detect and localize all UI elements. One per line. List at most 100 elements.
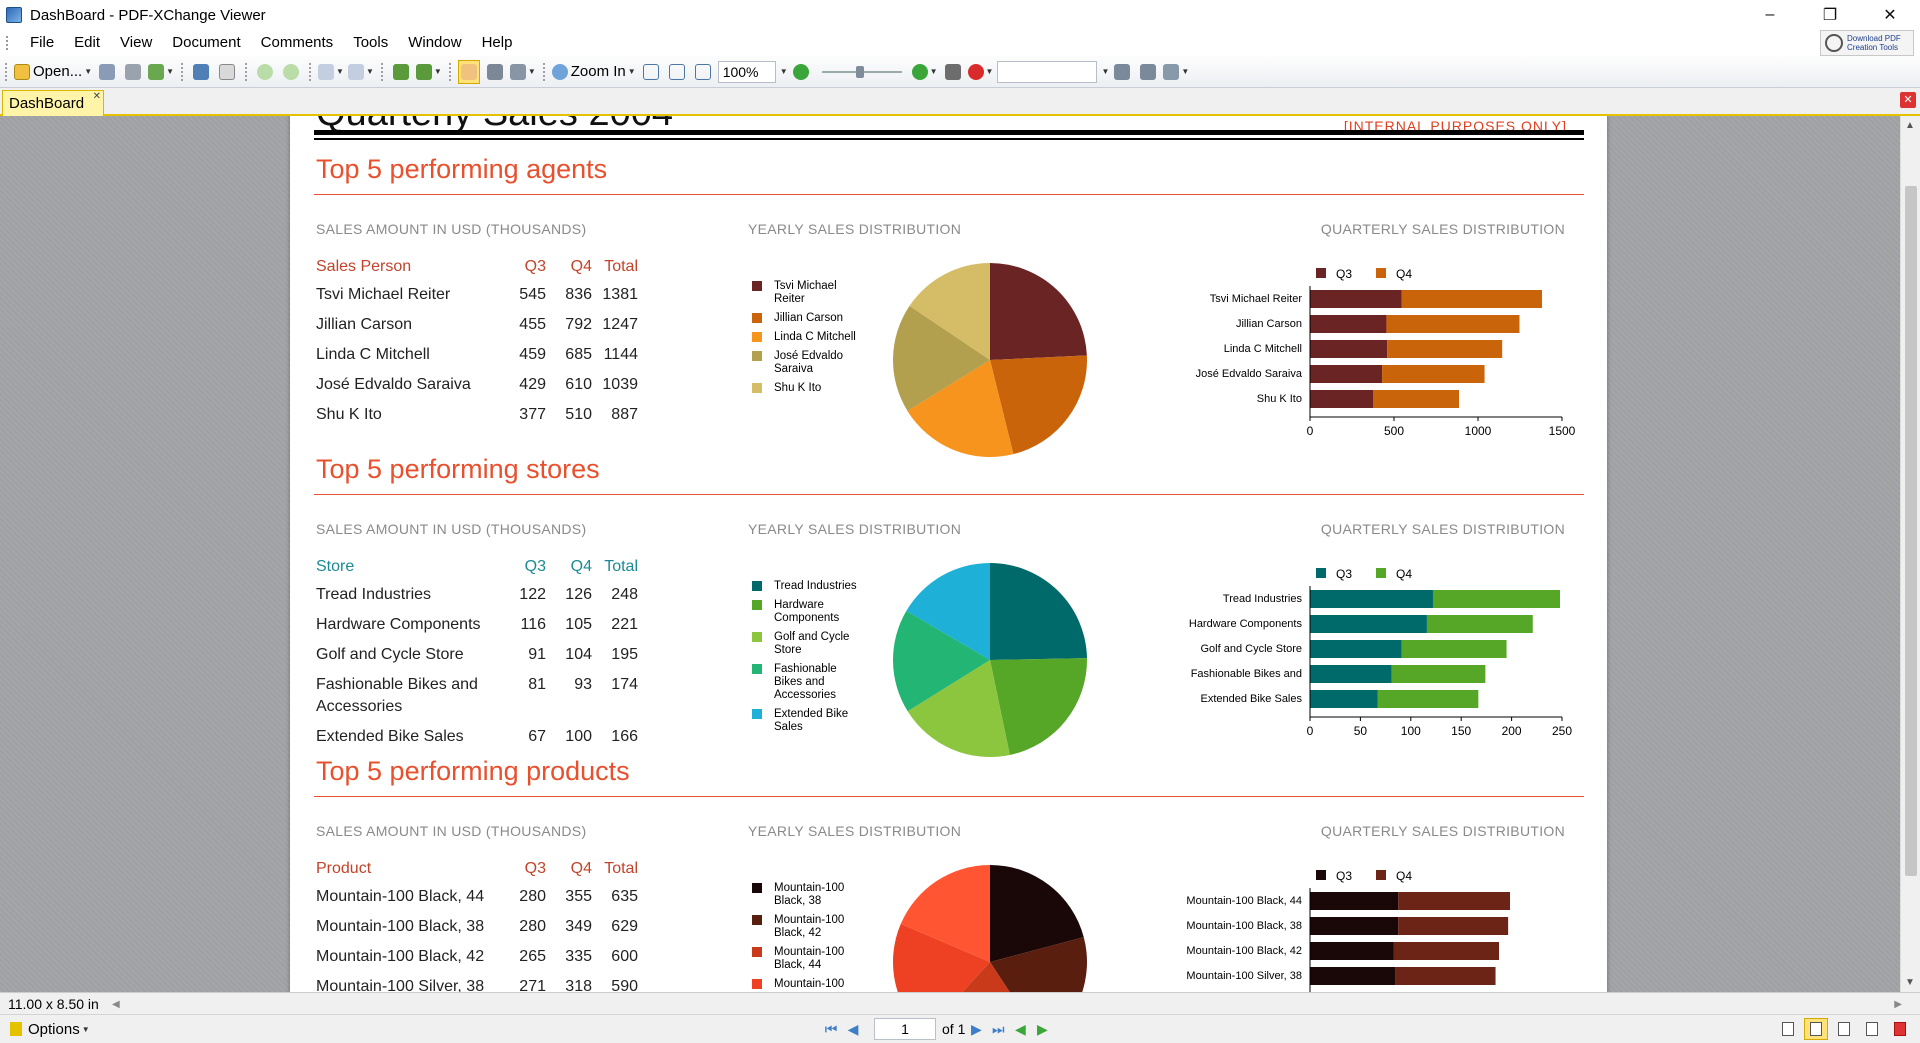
next-page-icon[interactable]: ▶ xyxy=(970,1020,982,1037)
tab-dashboard[interactable]: DashBoard ✕ xyxy=(2,90,104,116)
menu-help[interactable]: Help xyxy=(481,34,513,51)
fit-width-icon xyxy=(694,63,711,80)
download-pdf-tools-button[interactable]: Download PDF Creation Tools xyxy=(1820,30,1914,56)
minimize-button[interactable]: – xyxy=(1765,6,1775,23)
zoom-in-button[interactable]: Zoom In ▼ xyxy=(551,60,636,84)
bar-segment xyxy=(1393,942,1499,960)
document-viewer[interactable]: Quarterly Sales 2004 [INTERNAL PURPOSES … xyxy=(0,116,1900,992)
save-button[interactable] xyxy=(96,60,118,84)
close-document-icon[interactable]: ✕ xyxy=(1900,92,1916,108)
find-next-button[interactable] xyxy=(1137,60,1159,84)
last-page-icon[interactable]: ⏭ xyxy=(992,1020,1005,1037)
single-page-view-button[interactable] xyxy=(1776,1018,1800,1040)
facing-icon xyxy=(1838,1022,1850,1036)
plus-circle-icon xyxy=(911,63,928,80)
settings-button[interactable]: ▼ xyxy=(1163,60,1189,84)
print-button[interactable] xyxy=(122,60,144,84)
bar-category-label: Linda C Mitchell xyxy=(1224,343,1302,355)
legend-swatch xyxy=(752,383,762,393)
table-row: Mountain-100 Silver, 38 271 318 590 xyxy=(316,976,638,992)
forward-button[interactable] xyxy=(280,60,302,84)
menu-window[interactable]: Window xyxy=(408,34,462,51)
bar-caption: QUARTERLY SALES DISTRIBUTION xyxy=(1320,823,1565,839)
menu-file[interactable]: File xyxy=(30,34,55,51)
redo-icon xyxy=(347,63,364,80)
pdf-options-button[interactable] xyxy=(1888,1018,1912,1040)
open-button[interactable]: Open... ▼ xyxy=(14,60,92,84)
fit-width-button[interactable] xyxy=(692,60,714,84)
pie-slice xyxy=(990,937,1087,992)
page-number-input[interactable]: 1 xyxy=(874,1018,936,1040)
scroll-left-icon[interactable]: ◀ xyxy=(112,999,120,1010)
actual-size-button[interactable] xyxy=(640,60,662,84)
zoom-field[interactable]: 100% xyxy=(717,60,776,83)
restore-button[interactable]: ❐ xyxy=(1822,7,1838,24)
scroll-right-icon[interactable]: ▶ xyxy=(1894,999,1902,1010)
export-button[interactable]: ▼ xyxy=(148,60,174,84)
menu-comments[interactable]: Comments xyxy=(260,34,334,51)
tab-close-icon[interactable]: ✕ xyxy=(92,91,101,102)
redo-button[interactable]: ▼ xyxy=(347,60,374,84)
row-total: 174 xyxy=(611,676,638,693)
header-total: Total xyxy=(604,258,638,275)
vertical-scrollbar[interactable]: ▲ ▼ xyxy=(1900,116,1920,992)
scrollbar-thumb[interactable] xyxy=(1905,186,1917,876)
scroll-up-icon[interactable]: ▲ xyxy=(1905,120,1915,131)
table-header-row: Sales Person Q3 Q4 Total xyxy=(316,258,638,284)
zoom-out-button[interactable] xyxy=(790,60,812,84)
zoom-dropdown[interactable]: ▼ xyxy=(779,67,788,76)
prev-page-icon[interactable]: ◀ xyxy=(847,1020,859,1037)
options-button[interactable]: Options ▼ xyxy=(10,1021,90,1038)
page-size-label: 11.00 x 8.50 in xyxy=(8,995,99,1012)
row-total: 600 xyxy=(611,948,638,965)
x-tick-label: 250 xyxy=(1552,724,1572,738)
row-q4: 685 xyxy=(565,346,592,363)
legend-swatch xyxy=(752,281,762,291)
bar-legend-label: Q3 xyxy=(1336,869,1352,883)
search-dropdown[interactable]: ▼ xyxy=(1101,67,1110,76)
legend-label: Hardware Components xyxy=(774,599,840,624)
close-window-button[interactable]: ✕ xyxy=(1883,7,1897,24)
row-name: Mountain-100 Black, 42 xyxy=(316,948,485,965)
zoom-plus-button[interactable]: ▼ xyxy=(911,60,938,84)
menu-tools[interactable]: Tools xyxy=(353,34,389,51)
row-q3: 67 xyxy=(528,728,546,745)
find-button[interactable] xyxy=(942,60,964,84)
pie-slice xyxy=(907,360,1014,457)
pdf-icon xyxy=(1894,1022,1906,1036)
menu-edit[interactable]: Edit xyxy=(74,34,101,51)
pie-legend: Tread Industries Hardware Components Gol… xyxy=(752,580,862,740)
menu-document[interactable]: Document xyxy=(172,34,241,51)
row-q4: 318 xyxy=(565,978,592,992)
select-tool-button[interactable]: ▼ xyxy=(509,60,536,84)
nav-back-icon[interactable]: ◀ xyxy=(1014,1020,1026,1037)
pie-slice xyxy=(909,263,990,360)
rotate-button[interactable] xyxy=(390,60,412,84)
highlight-button[interactable]: ▼ xyxy=(967,60,993,84)
continuous-view-button[interactable] xyxy=(1804,1018,1828,1040)
menu-view[interactable]: View xyxy=(120,34,153,51)
bar-segment xyxy=(1387,340,1503,358)
fit-page-button[interactable] xyxy=(666,60,688,84)
pie-slice xyxy=(906,563,990,660)
zoom-slider[interactable] xyxy=(821,65,902,78)
nav-forward-icon[interactable]: ▶ xyxy=(1036,1020,1048,1037)
find-prev-button[interactable] xyxy=(1111,60,1133,84)
row-q4: 610 xyxy=(565,376,592,393)
row-name: José Edvaldo Saraiva xyxy=(316,376,471,393)
legend-swatch xyxy=(752,883,762,893)
search-input[interactable] xyxy=(997,60,1098,83)
pie-slice xyxy=(990,563,1087,660)
undo-button[interactable]: ▼ xyxy=(318,60,344,84)
facing-view-button[interactable] xyxy=(1832,1018,1856,1040)
continuous-facing-view-button[interactable] xyxy=(1860,1018,1884,1040)
hand-tool-button[interactable] xyxy=(457,59,480,84)
rotate-view-button[interactable]: ▼ xyxy=(415,60,442,84)
first-page-icon[interactable]: ⏮ xyxy=(824,1020,838,1037)
ocr-button[interactable] xyxy=(216,60,238,84)
scan-button[interactable] xyxy=(190,60,212,84)
legend-swatch xyxy=(752,313,762,323)
snapshot-button[interactable] xyxy=(484,60,506,84)
back-button[interactable] xyxy=(254,60,276,84)
scroll-down-icon[interactable]: ▼ xyxy=(1905,977,1915,988)
